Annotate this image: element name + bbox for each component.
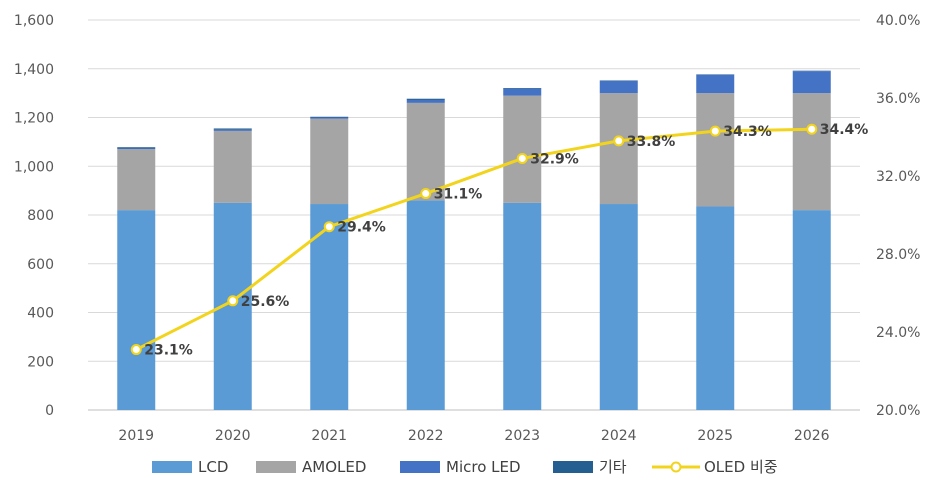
bar-segment-amoled — [406, 102, 445, 201]
legend-label: LCD — [198, 458, 228, 476]
y-left-tick-label: 0 — [45, 403, 54, 419]
bar-segment-lcd — [117, 210, 156, 410]
legend-label: 기타 — [599, 458, 627, 476]
oled-share-point — [420, 188, 432, 200]
y-axis-left: 0 200 400 600 800 1,000 1,200 1,400 1,600 — [14, 13, 54, 419]
legend-label: Micro LED — [446, 458, 521, 476]
x-tick-label: 2025 — [697, 428, 733, 444]
oled-share-data-label: 29.4% — [337, 220, 386, 236]
bar-segment-micro-led — [310, 117, 349, 119]
x-tick-label: 2022 — [408, 428, 444, 444]
y-left-tick-label: 400 — [27, 306, 54, 322]
bar-segment-기타 — [503, 88, 542, 89]
legend-label: OLED 비중 — [704, 458, 778, 476]
y-left-tick-label: 200 — [27, 354, 54, 370]
bar-segment-lcd — [696, 206, 735, 410]
oled-share-data-label: 34.4% — [820, 122, 869, 138]
oled-share-point — [613, 135, 625, 147]
legend: LCD AMOLED Micro LED 기타 OLED 비중 — [152, 458, 778, 476]
legend-label: AMOLED — [302, 458, 366, 476]
bar-segment-amoled — [213, 130, 252, 203]
bar-segment-micro-led — [117, 148, 156, 150]
bar-segment-lcd — [503, 202, 542, 410]
y-left-tick-label: 1,000 — [14, 159, 54, 175]
y-left-tick-label: 1,400 — [14, 62, 54, 78]
oled-share-data-label: 32.9% — [530, 151, 579, 167]
oled-share-data-label: 31.1% — [434, 187, 483, 203]
y-left-tick-label: 600 — [27, 257, 54, 273]
oled-share-point — [130, 344, 142, 356]
oled-share-data-label: 33.8% — [627, 134, 676, 150]
y-right-tick-label: 20.0% — [876, 403, 920, 419]
bar-segment-amoled — [696, 93, 735, 207]
y-right-tick-label: 32.0% — [876, 169, 920, 185]
x-tick-label: 2020 — [215, 428, 251, 444]
legend-swatch — [553, 461, 593, 473]
oled-share-line: 23.1% 25.6% 29.4% 31.1% 32.9% 33.8% 34.3% 34.4% — [130, 122, 869, 359]
oled-share-line-path — [135, 127, 812, 351]
bar-segment-기타 — [310, 116, 349, 118]
y-left-tick-label: 1,200 — [14, 111, 54, 127]
bar-segment-기타 — [406, 98, 445, 100]
legend-swatch — [400, 461, 440, 473]
legend-swatch — [256, 461, 296, 473]
x-tick-label: 2024 — [601, 428, 637, 444]
oled-share-data-label: 25.6% — [241, 294, 290, 310]
gridlines — [88, 19, 860, 411]
oled-share-point — [323, 221, 335, 233]
bar-segment-micro-led — [696, 74, 735, 94]
x-tick-label: 2026 — [794, 428, 830, 444]
oled-share-data-label: 23.1% — [144, 343, 193, 359]
bar-segment-lcd — [792, 210, 831, 410]
bar-segment-lcd — [599, 204, 638, 410]
oled-share-point — [516, 152, 528, 164]
oled-share-point — [806, 123, 818, 135]
bar-segment-amoled — [503, 95, 542, 203]
bar-segment-amoled — [310, 118, 349, 205]
oled-share-data-label: 34.3% — [723, 124, 772, 140]
bar-segment-amoled — [599, 93, 638, 205]
x-tick-label: 2019 — [118, 428, 154, 444]
oled-share-point — [709, 125, 721, 137]
y-left-tick-label: 800 — [27, 208, 54, 224]
bar-segment-lcd — [406, 200, 445, 410]
bar-segment-기타 — [213, 128, 252, 130]
bar-segment-amoled — [117, 149, 156, 211]
bars — [117, 70, 831, 410]
y-right-tick-label: 24.0% — [876, 325, 920, 341]
bar-segment-micro-led — [406, 99, 445, 103]
bar-segment-기타 — [117, 147, 156, 149]
legend-marker — [670, 461, 682, 473]
y-left-tick-label: 1,600 — [14, 13, 54, 29]
bar-segment-micro-led — [213, 129, 252, 131]
legend-swatch — [152, 461, 192, 473]
y-right-tick-label: 36.0% — [876, 91, 920, 107]
bar-segment-micro-led — [599, 80, 638, 94]
bar-segment-micro-led — [792, 71, 831, 94]
y-axis-right: 20.0% 24.0% 28.0% 32.0% 36.0% 40.0% — [876, 13, 920, 419]
oled-share-point — [227, 295, 239, 307]
x-tick-label: 2023 — [504, 428, 540, 444]
y-right-tick-label: 40.0% — [876, 13, 920, 29]
bar-segment-micro-led — [503, 88, 542, 96]
bar-segment-lcd — [310, 204, 349, 410]
bar-segment-amoled — [792, 93, 831, 211]
x-tick-label: 2021 — [311, 428, 347, 444]
y-right-tick-label: 28.0% — [876, 247, 920, 263]
x-axis: 2019 2020 2021 2022 2023 2024 2025 2026 — [118, 428, 829, 444]
